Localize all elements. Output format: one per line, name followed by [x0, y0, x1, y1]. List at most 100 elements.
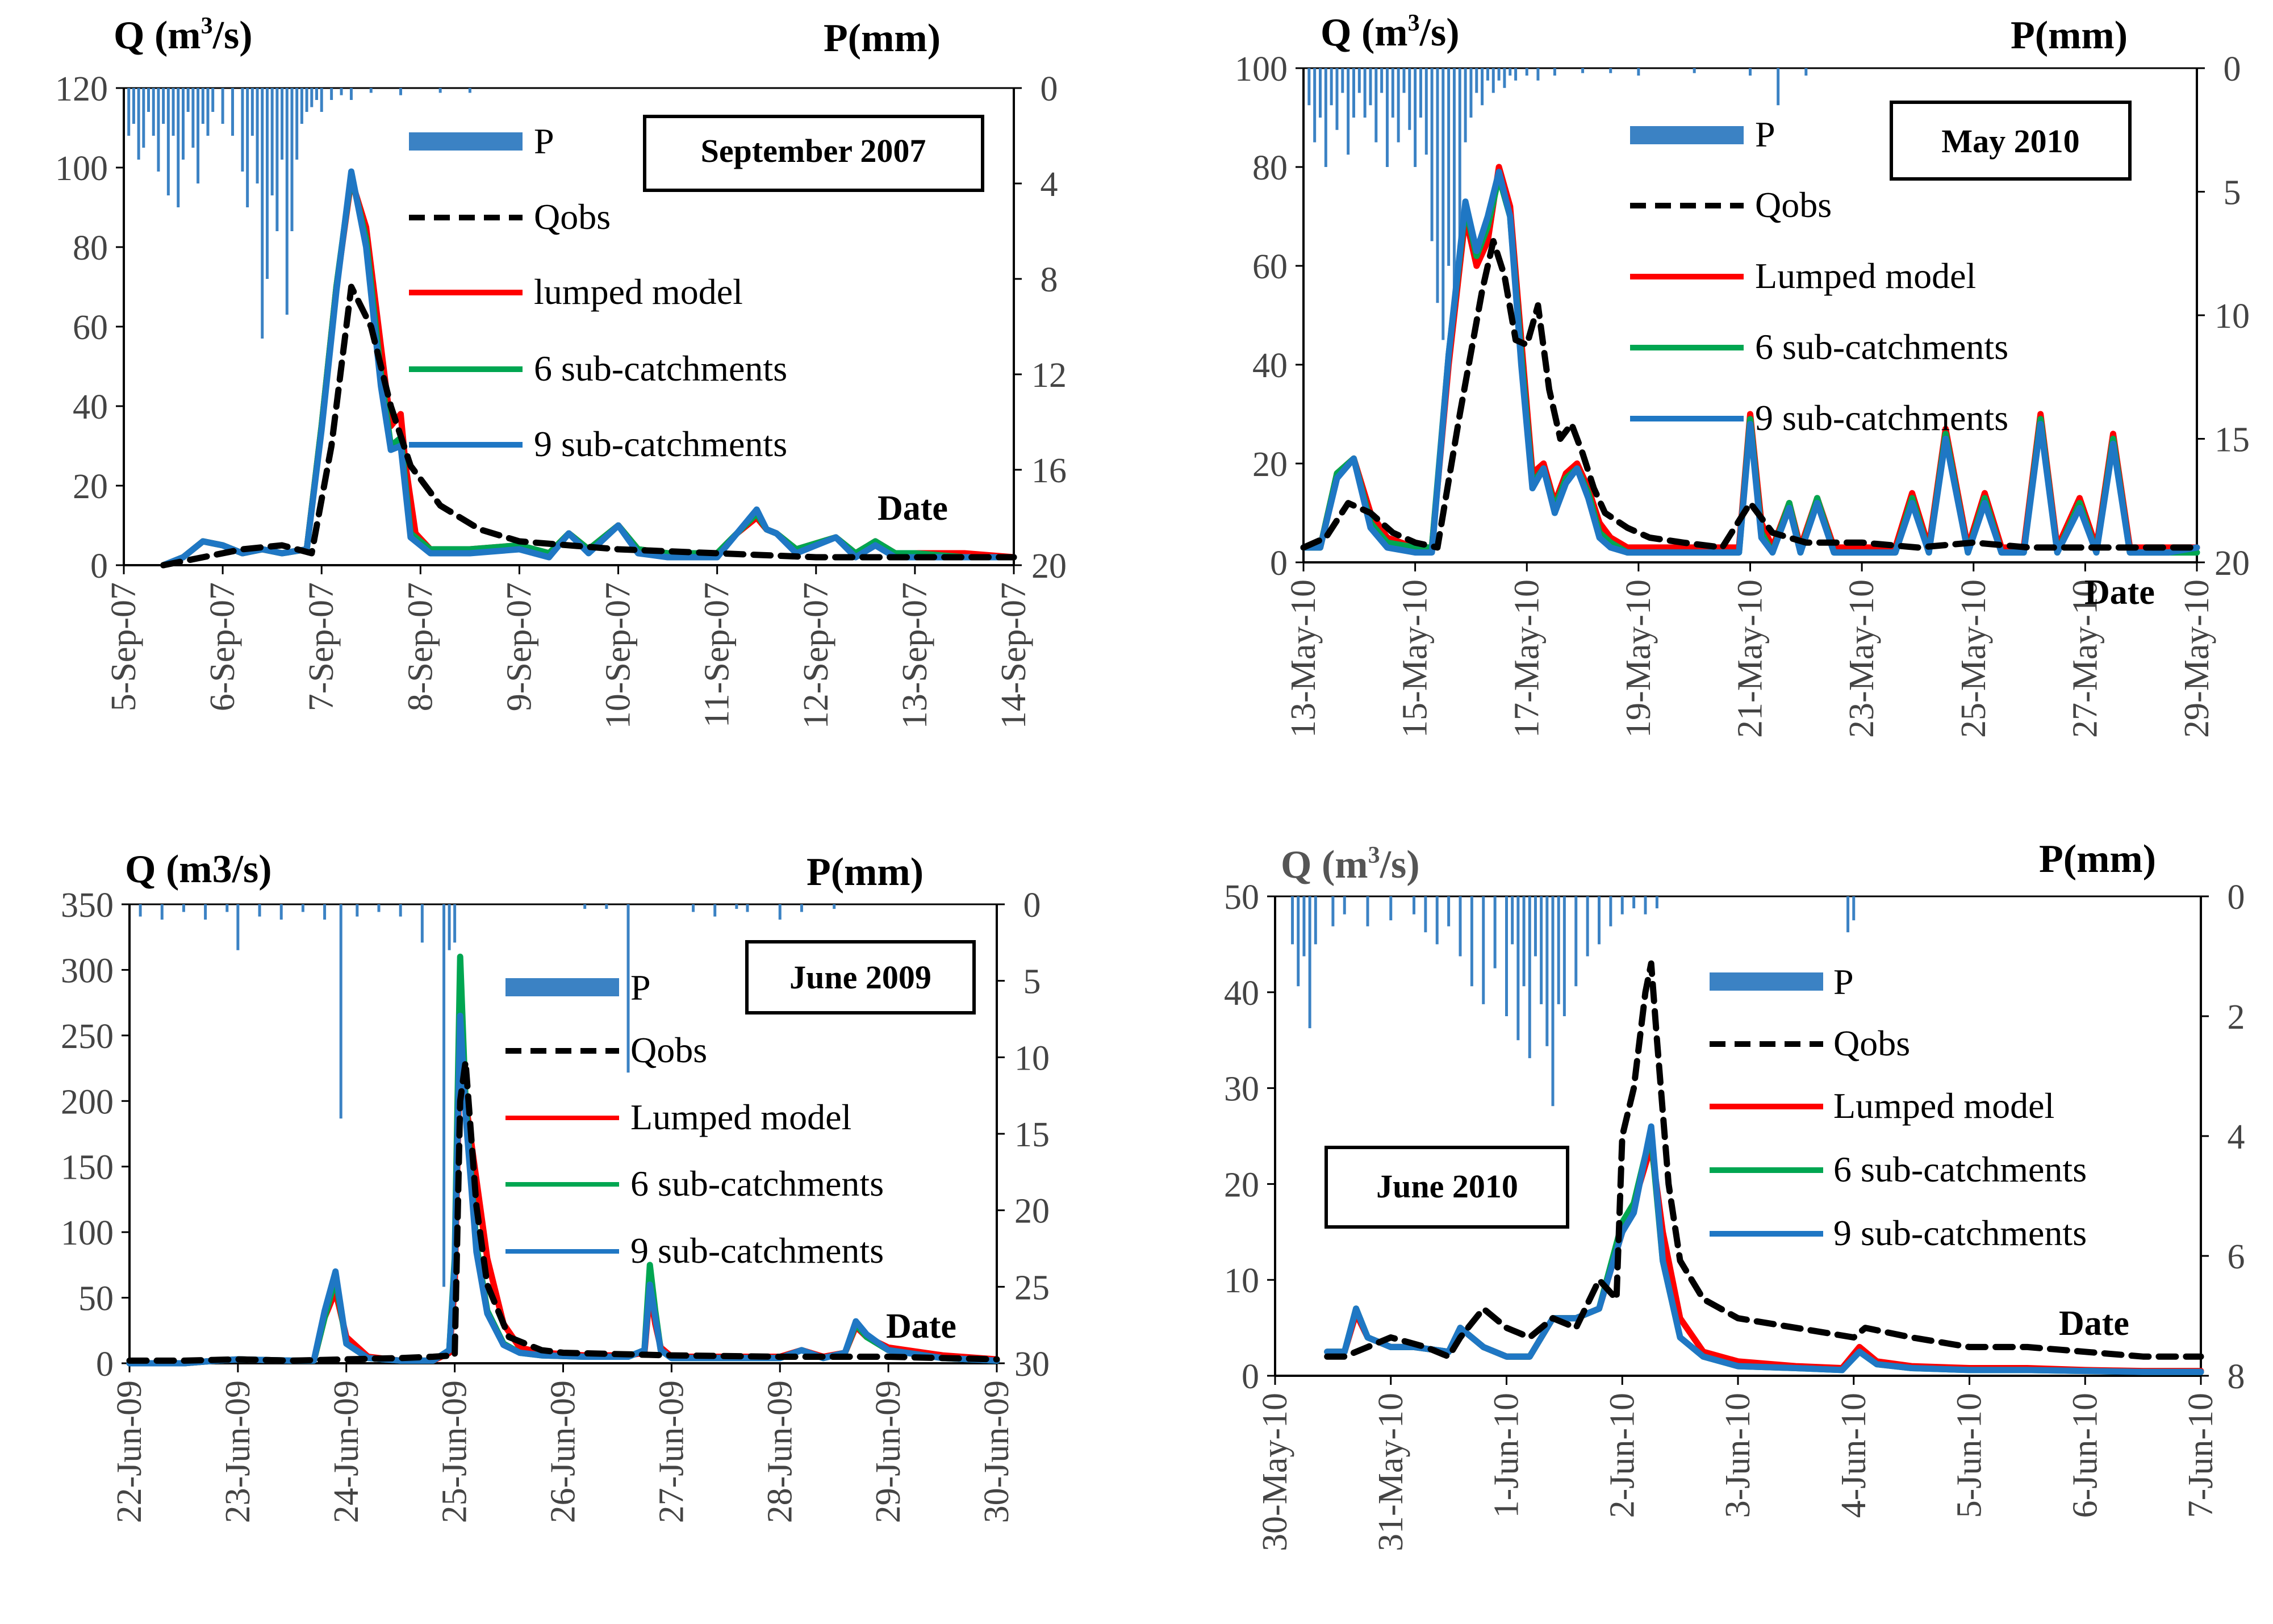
x-axis-title: Date [2059, 1304, 2129, 1343]
y-tick-label: 0 [96, 1345, 114, 1384]
x-tick-label: 30-Jun-09 [977, 1380, 1016, 1523]
y2-tick-label: 5 [1023, 963, 1041, 1001]
x-tick-label: 11-Sep-07 [698, 582, 737, 728]
y-tick-label: 0 [1242, 1358, 1259, 1396]
x-tick-label: 13-May-10 [1284, 579, 1323, 738]
y2-tick-label: 20 [2214, 544, 2250, 583]
legend-label-qobs: Qobs [534, 197, 611, 237]
legend-label-qobs: Qobs [630, 1030, 707, 1070]
legend-label-9sub: 9 sub-catchments [1833, 1213, 2087, 1253]
y-tick-label: 30 [1224, 1070, 1259, 1109]
plot-area: 0 20 40 60 80 100 120 0 4 8 12 16 20 5-Sep-07 6-Sep-07… [55, 70, 1067, 729]
x-tick-label: 14-Sep-07 [995, 582, 1033, 729]
y-tick-label: 100 [55, 149, 108, 188]
y2-tick-label: 30 [1014, 1345, 1050, 1384]
y-tick-label: 50 [78, 1280, 114, 1318]
legend-label-lumped: Lumped model [1755, 256, 1976, 296]
y2-tick-label: 16 [1031, 452, 1067, 490]
y2-tick-label: 10 [2214, 297, 2250, 336]
legend-label-lumped: lumped model [534, 272, 743, 312]
x-tick-label: 8-Sep-07 [401, 582, 440, 711]
plot-area: 0 50 100 150 200 250 300 350 0 5 10 15 20 25 30 22-Jun-… [61, 886, 1050, 1523]
x-tick-label: 6-Jun-10 [2066, 1393, 2104, 1518]
legend: P Qobs Lumped model 6 sub-catchments 9 s… [1710, 962, 2087, 1253]
chart-title-box [1890, 101, 2132, 181]
series-line-9sub [160, 168, 1017, 569]
y-axis-title-right: P(mm) [2011, 14, 2128, 57]
x-tick-label: 22-Jun-09 [110, 1380, 149, 1523]
x-tick-label: 13-Sep-07 [896, 582, 934, 729]
legend-label-9sub: 9 sub-catchments [630, 1230, 884, 1271]
y-tick-label: 40 [73, 388, 108, 427]
y-tick-label: 150 [61, 1149, 114, 1187]
x-tick-label: 28-Jun-09 [761, 1380, 799, 1523]
x-tick-label: 27-May-10 [2066, 579, 2104, 738]
x-tick-label: 3-Jun-10 [1719, 1393, 1757, 1518]
y-tick-label: 0 [90, 547, 108, 586]
chart-title: June 2010 [1376, 1168, 1518, 1205]
chart-panel-june-2010: 0 10 20 30 40 50 0 2 4 6 8 30-May-10 31-May-10 1-Jun-… [1224, 837, 2245, 1551]
legend-label-p: P [534, 121, 554, 161]
legend-swatch-p [505, 978, 619, 996]
x-tick-label: 5-Sep-07 [105, 582, 143, 711]
x-tick-label: 24-Jun-09 [327, 1380, 366, 1523]
y-tick-label: 200 [61, 1083, 114, 1121]
y-tick-label: 20 [1252, 445, 1288, 484]
y2-tick-label: 15 [2214, 421, 2250, 460]
series-line-qobs [1300, 238, 2200, 551]
chart-title-box [643, 115, 984, 192]
legend-label-6sub: 6 sub-catchments [1833, 1149, 2087, 1189]
x-axis-title: Date [878, 489, 948, 528]
y-axis-title-right: P(mm) [807, 850, 924, 894]
y2-tick-label: 4 [1041, 165, 1058, 204]
x-tick-label: 1-Jun-10 [1488, 1393, 1526, 1518]
y2-tick-label: 20 [1014, 1192, 1050, 1231]
x-tick-label: 21-May-10 [1731, 579, 1770, 738]
series-line-9sub [1324, 1123, 2204, 1375]
y-axis-title-left: Q (m3/s) [1281, 842, 1420, 887]
legend-label-qobs: Qobs [1833, 1023, 1910, 1063]
x-tick-label: 17-May-10 [1507, 579, 1546, 738]
x-tick-label: 23-May-10 [1842, 579, 1881, 738]
x-tick-label: 30-May-10 [1256, 1393, 1294, 1551]
legend-swatch-p [1630, 126, 1744, 144]
y-tick-label: 10 [1224, 1262, 1259, 1300]
y-tick-label: 250 [61, 1017, 114, 1056]
y-axis-title-left: Q (m3/s) [1321, 10, 1460, 55]
y2-tick-label: 25 [1014, 1268, 1050, 1307]
x-tick-label: 2-Jun-10 [1603, 1393, 1641, 1518]
series-line-9sub [1300, 169, 2200, 556]
y-tick-label: 120 [55, 70, 108, 108]
series-line-qobs [160, 283, 1017, 569]
chart-panel-june-2009: 0 50 100 150 200 250 300 350 0 5 10 15 20 25 30 22-Jun-… [61, 848, 1050, 1523]
x-tick-label: 15-May-10 [1396, 579, 1435, 738]
x-tick-label: 9-Sep-07 [500, 582, 538, 711]
y-tick-label: 20 [73, 467, 108, 506]
chart-panel-september-2007: 0 20 40 60 80 100 120 0 4 8 12 16 20 5-Sep-07 6-Sep-07… [55, 13, 1067, 729]
x-axis-title: Date [886, 1307, 956, 1346]
legend-swatch-p [1710, 972, 1823, 991]
y2-tick-label: 0 [1041, 70, 1058, 108]
y-tick-label: 80 [1252, 149, 1288, 187]
x-tick-label: 29-Jun-09 [869, 1380, 908, 1523]
y-tick-label: 300 [61, 951, 114, 990]
chart-title: May 2010 [1941, 123, 2079, 160]
legend-label-qobs: Qobs [1755, 185, 1832, 225]
y-tick-label: 80 [73, 229, 108, 268]
y2-tick-label: 10 [1014, 1039, 1050, 1078]
chart-panel-may-2010: 0 20 40 60 80 100 0 5 10 15 20 13-May-10 15-May-10 17… [1235, 10, 2250, 738]
x-tick-label: 6-Sep-07 [203, 582, 242, 711]
y2-tick-label: 2 [2228, 998, 2245, 1037]
series-line-qobs [126, 1058, 1000, 1364]
y2-tick-label: 12 [1031, 356, 1067, 395]
plot-area: 0 20 40 60 80 100 0 5 10 15 20 13-May-10 15-May-10 17… [1235, 50, 2250, 738]
x-tick-label: 4-Jun-10 [1835, 1393, 1873, 1518]
legend-label-p: P [1833, 962, 1854, 1002]
x-tick-label: 7-Jun-10 [2182, 1393, 2220, 1518]
plot-area: 0 10 20 30 40 50 0 2 4 6 8 30-May-10 31-May-10 1-Jun-… [1224, 878, 2245, 1551]
y-tick-label: 350 [61, 886, 114, 925]
legend: P Qobs lumped model 6 sub-catchments 9 s… [409, 121, 787, 464]
legend-label-p: P [1755, 114, 1775, 155]
y-tick-label: 100 [1235, 50, 1288, 89]
